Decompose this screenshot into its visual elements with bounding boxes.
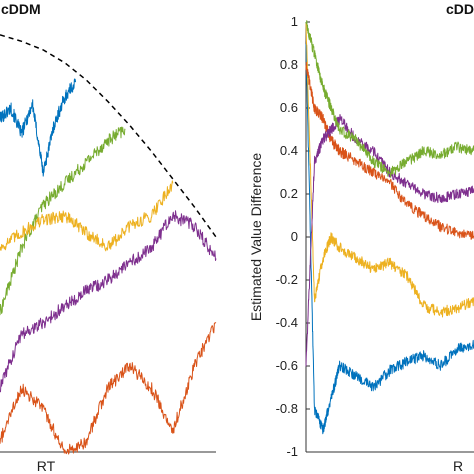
right-series-group <box>305 20 474 435</box>
right-trace-orange <box>305 61 474 240</box>
right-trace-blue <box>305 44 474 435</box>
right-y-tick-label: 0.6 <box>280 100 298 115</box>
right-y-tick-label: 0.2 <box>280 186 298 201</box>
right-trace-purple <box>305 114 474 367</box>
left-trace-blue <box>0 78 77 177</box>
right-y-tick-label: 0.4 <box>280 143 298 158</box>
left-boundary-line <box>0 34 217 238</box>
right-y-tick-label: -1 <box>286 444 298 459</box>
right-trace-yellow <box>305 22 474 318</box>
left-trace-yellow <box>0 180 174 252</box>
left-panel-title: cDDM <box>1 1 41 17</box>
right-panel-title: cDD <box>446 1 474 17</box>
right-trace-green <box>305 20 474 178</box>
right-y-tick-label: 0.8 <box>280 57 298 72</box>
left-trace-orange <box>0 322 217 455</box>
right-y-tick-label: -0.2 <box>276 272 298 287</box>
left-x-axis-label: RT <box>37 458 56 474</box>
right-y-tick-label: 1 <box>291 14 298 29</box>
right-y-tick-label: -0.4 <box>276 315 298 330</box>
left-panel: cDDM RT <box>0 1 217 474</box>
left-trace-purple <box>0 210 217 393</box>
right-y-tick-label: -0.6 <box>276 358 298 373</box>
right-x-axis-label: R <box>453 458 463 474</box>
right-y-axis-label: Estimated Value Difference <box>248 153 264 322</box>
left-trace-green <box>0 126 126 316</box>
right-y-tick-label: 0 <box>291 229 298 244</box>
right-panel: cDD 1 0.8 0.6 0.4 0.2 0 -0.2 -0.4 -0.6 -0.8 -1 Est… <box>248 1 474 474</box>
right-y-ticks: 1 0.8 0.6 0.4 0.2 0 -0.2 -0.4 -0.6 -0.8 -1 <box>276 14 310 459</box>
left-series-group <box>0 78 217 455</box>
right-y-tick-label: -0.8 <box>276 401 298 416</box>
